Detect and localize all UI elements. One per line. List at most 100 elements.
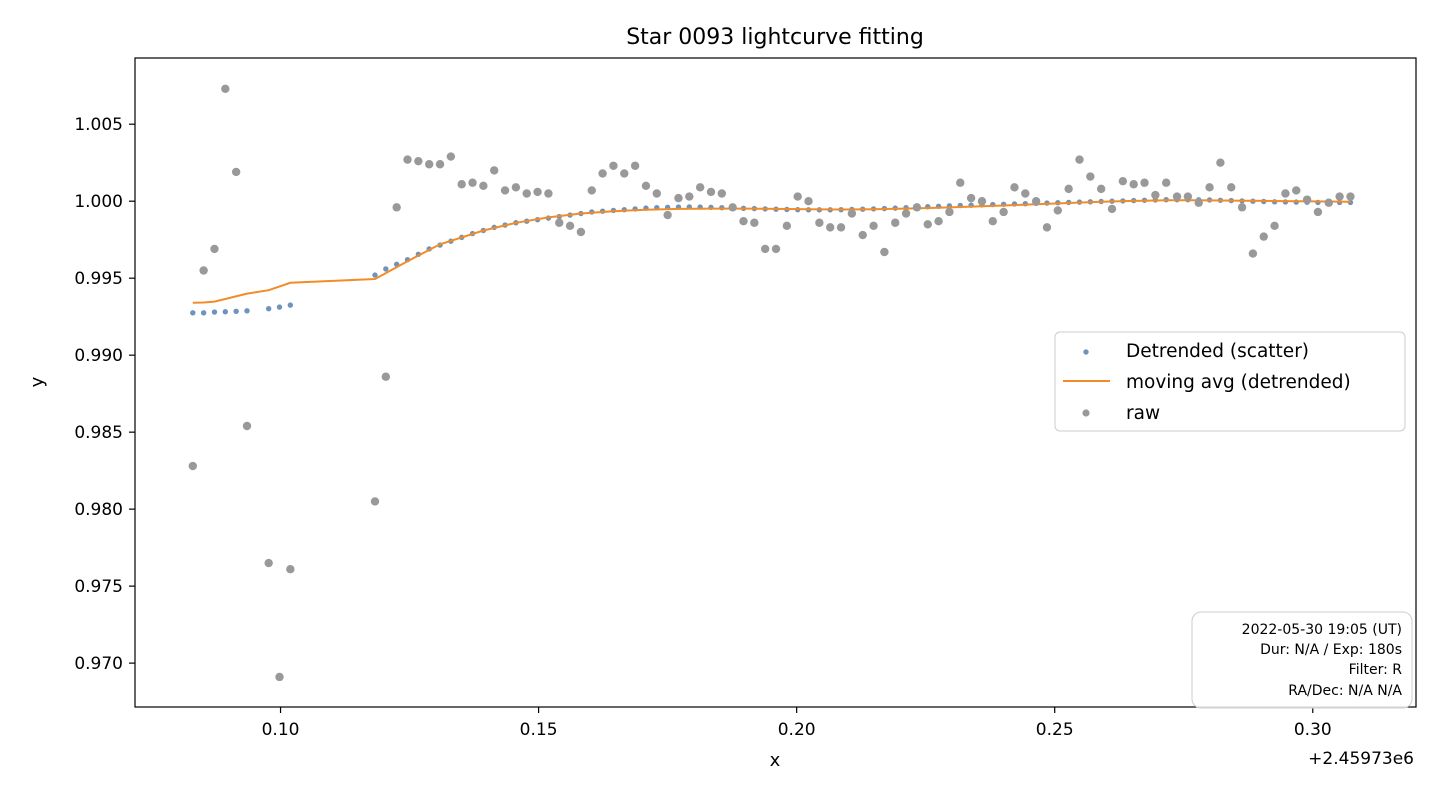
raw-point <box>598 169 607 178</box>
info-line-filter: Filter: R <box>1349 662 1403 678</box>
raw-point <box>1140 178 1149 187</box>
detrended-point <box>244 308 250 314</box>
raw-point <box>891 218 900 227</box>
x-tick-label: 0.25 <box>1036 720 1074 740</box>
plot-frame <box>134 57 1417 708</box>
raw-point <box>641 181 651 190</box>
detrended-point <box>276 304 283 310</box>
raw-point <box>999 207 1008 217</box>
raw-point <box>912 203 922 212</box>
raw-point <box>1075 155 1084 164</box>
raw-point <box>1216 158 1225 167</box>
raw-point <box>221 84 230 93</box>
raw-point <box>750 218 759 227</box>
raw-point <box>782 221 792 231</box>
legend-marker-raw <box>1082 409 1090 417</box>
raw-point <box>695 183 705 192</box>
raw-point <box>1042 223 1052 232</box>
raw-point <box>1161 178 1171 187</box>
x-tick-label: 0.30 <box>1294 720 1332 740</box>
x-tick-label: 0.10 <box>262 720 300 740</box>
legend: Detrended (scatter) moving avg (detrende… <box>1054 331 1406 432</box>
raw-point <box>544 189 553 198</box>
raw-point <box>1151 190 1160 200</box>
y-tick-label: 0.985 <box>74 423 123 443</box>
raw-point <box>435 160 445 169</box>
legend-box <box>1054 331 1406 432</box>
y-tick-label: 0.990 <box>74 346 123 366</box>
raw-point <box>522 189 531 198</box>
raw-point <box>1194 198 1203 207</box>
raw-point <box>847 209 857 218</box>
raw-point <box>1107 204 1117 214</box>
y-tick-label: 1.000 <box>74 192 123 212</box>
legend-label-raw: raw <box>1126 403 1160 424</box>
detrended-point <box>222 309 229 315</box>
x-axis-ticks: 0.10 0.15 0.20 0.25 0.30 <box>262 707 1332 740</box>
raw-point <box>1021 189 1030 198</box>
raw-point <box>793 192 802 201</box>
raw-point <box>923 220 932 229</box>
raw-point <box>555 218 564 227</box>
raw-point <box>457 180 466 189</box>
raw-point <box>869 221 878 231</box>
legend-label-moving-avg: moving avg (detrended) <box>1126 372 1351 393</box>
raw-point <box>565 221 575 231</box>
raw-point <box>717 189 727 198</box>
raw-point <box>728 203 737 212</box>
raw-point <box>1324 198 1333 207</box>
legend-label-detrended: Detrended (scatter) <box>1126 341 1309 362</box>
info-line-radec: RA/Dec: N/A N/A <box>1288 683 1402 699</box>
raw-point <box>858 230 867 240</box>
raw-point <box>663 210 672 220</box>
raw-point <box>1096 184 1106 194</box>
raw-point <box>1086 172 1095 181</box>
raw-point <box>620 169 629 178</box>
raw-point <box>826 223 835 232</box>
detrended-point <box>265 305 272 312</box>
raw-point <box>1031 196 1041 206</box>
raw-point <box>264 558 273 568</box>
raw-point <box>490 166 499 175</box>
raw-point <box>674 193 683 203</box>
raw-point <box>771 244 781 254</box>
raw-point <box>706 187 716 197</box>
raw-point <box>275 672 284 682</box>
raw-point <box>630 161 640 170</box>
detrended-point <box>383 266 389 272</box>
raw-point <box>804 196 813 206</box>
raw-point <box>210 244 219 254</box>
raw-point <box>1335 192 1344 201</box>
raw-point <box>1183 192 1193 201</box>
y-axis-label: y <box>27 376 48 387</box>
raw-point <box>446 152 456 161</box>
raw-point <box>1064 184 1073 194</box>
info-box-frame <box>1191 611 1413 709</box>
raw-point <box>1259 232 1268 241</box>
raw-point <box>1292 186 1301 195</box>
raw-point <box>414 156 423 166</box>
raw-point <box>901 209 911 218</box>
x-tick-label: 0.15 <box>520 720 558 740</box>
raw-point <box>945 207 954 217</box>
raw-point <box>392 203 401 212</box>
info-box: 2022-05-30 19:05 (UT) Dur: N/A / Exp: 18… <box>1191 611 1413 709</box>
info-line-duration: Dur: N/A / Exp: 180s <box>1260 642 1402 658</box>
raw-point <box>1010 183 1019 192</box>
detrended-point <box>190 310 196 316</box>
raw-point <box>966 193 976 203</box>
y-tick-label: 0.980 <box>74 500 123 520</box>
raw-point <box>1129 180 1138 189</box>
raw-point <box>500 186 510 195</box>
detrended-point <box>233 308 239 314</box>
raw-point <box>739 217 748 226</box>
raw-point <box>1172 192 1182 201</box>
y-tick-label: 0.995 <box>74 269 123 289</box>
detrended-point <box>372 272 378 278</box>
y-tick-label: 0.970 <box>74 654 123 674</box>
raw-point <box>587 186 596 195</box>
raw-point <box>685 192 694 201</box>
raw-point <box>370 497 380 506</box>
detrended-point <box>211 309 218 315</box>
x-axis-offset-label: +2.45973e6 <box>1308 749 1414 769</box>
